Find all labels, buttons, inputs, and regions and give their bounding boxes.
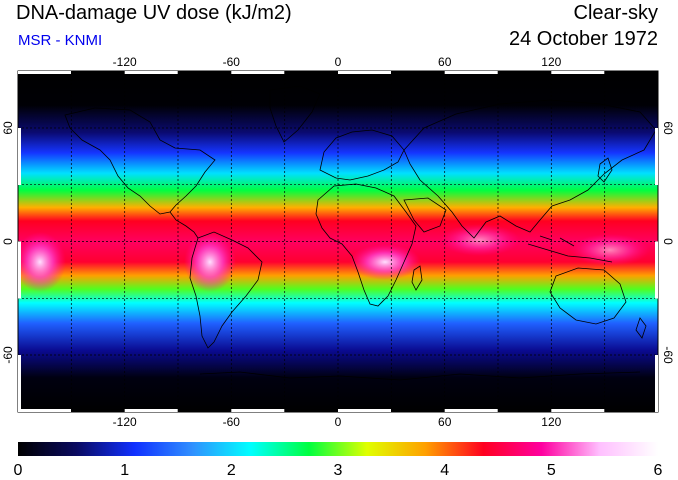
indonesia-coast — [527, 235, 613, 263]
central-america-coast — [169, 211, 199, 239]
lon-label-top: 120 — [541, 55, 561, 69]
lon-label-bottom: -120 — [113, 415, 137, 429]
lat-label-left: 60 — [1, 121, 15, 135]
lat-label-left: 0 — [1, 238, 15, 245]
lat-labels-left: 60 0 -60 — [1, 121, 15, 364]
lat-label-left: -60 — [1, 346, 15, 364]
sky-condition-label: Clear-sky — [573, 2, 658, 24]
date-label: 24 October 1972 — [509, 28, 658, 50]
lon-label-bottom: 0 — [335, 415, 342, 429]
map-title: DNA-damage UV dose (kJ/m2) — [16, 2, 292, 24]
colorbar-label: 1 — [120, 462, 129, 479]
hotspot-south-america — [184, 232, 236, 292]
lon-label-top: -120 — [113, 55, 137, 69]
source-label: MSR - KNMI — [18, 32, 103, 49]
south-america-coast — [189, 231, 263, 349]
north-america-coast — [64, 107, 216, 215]
lon-label-top: 60 — [438, 55, 452, 69]
madagascar-coast — [411, 265, 423, 291]
lon-label-bottom: -60 — [223, 415, 241, 429]
arabia-coast — [403, 197, 447, 233]
lat-label-right: 60 — [661, 121, 675, 135]
hotspot-africa — [349, 244, 421, 280]
lon-label-top: 0 — [335, 55, 342, 69]
colorbar-label: 3 — [334, 462, 343, 479]
colorbar-label: 4 — [440, 462, 449, 479]
lat-label-right: -60 — [661, 346, 675, 364]
lat-labels-right: 60 0 -60 — [661, 121, 675, 364]
africa-coast — [315, 183, 417, 307]
coastlines — [64, 85, 657, 381]
colorbar-label: 6 — [654, 462, 663, 479]
new-zealand-coast — [635, 317, 647, 339]
frame-ticks — [18, 71, 658, 412]
lat-label-right: 0 — [661, 238, 675, 245]
colorbar-label: 5 — [547, 462, 556, 479]
colorbar-label: 2 — [227, 462, 236, 479]
map-panel — [17, 70, 659, 413]
colorbar-bar — [18, 442, 658, 456]
lon-label-top: -60 — [223, 55, 241, 69]
hotspot-west-pacific — [570, 234, 650, 266]
hotspot-pacific — [18, 232, 66, 292]
colorbar: 0 1 2 3 4 5 6 — [14, 442, 663, 479]
hotspot-indian-ocean — [440, 224, 520, 256]
lon-labels-bottom: -120 -60 0 60 120 — [113, 415, 562, 429]
lon-label-bottom: 60 — [438, 415, 452, 429]
greenland-coast — [269, 85, 321, 143]
colorbar-label: 0 — [14, 462, 23, 479]
lon-label-bottom: 120 — [541, 415, 561, 429]
australia-coast — [549, 267, 627, 325]
asia-coast — [403, 99, 657, 239]
graticule — [18, 71, 658, 412]
lon-labels-top: -120 -60 0 60 120 — [113, 55, 562, 69]
japan-coast — [597, 157, 613, 183]
antarctica-coast — [199, 371, 641, 381]
